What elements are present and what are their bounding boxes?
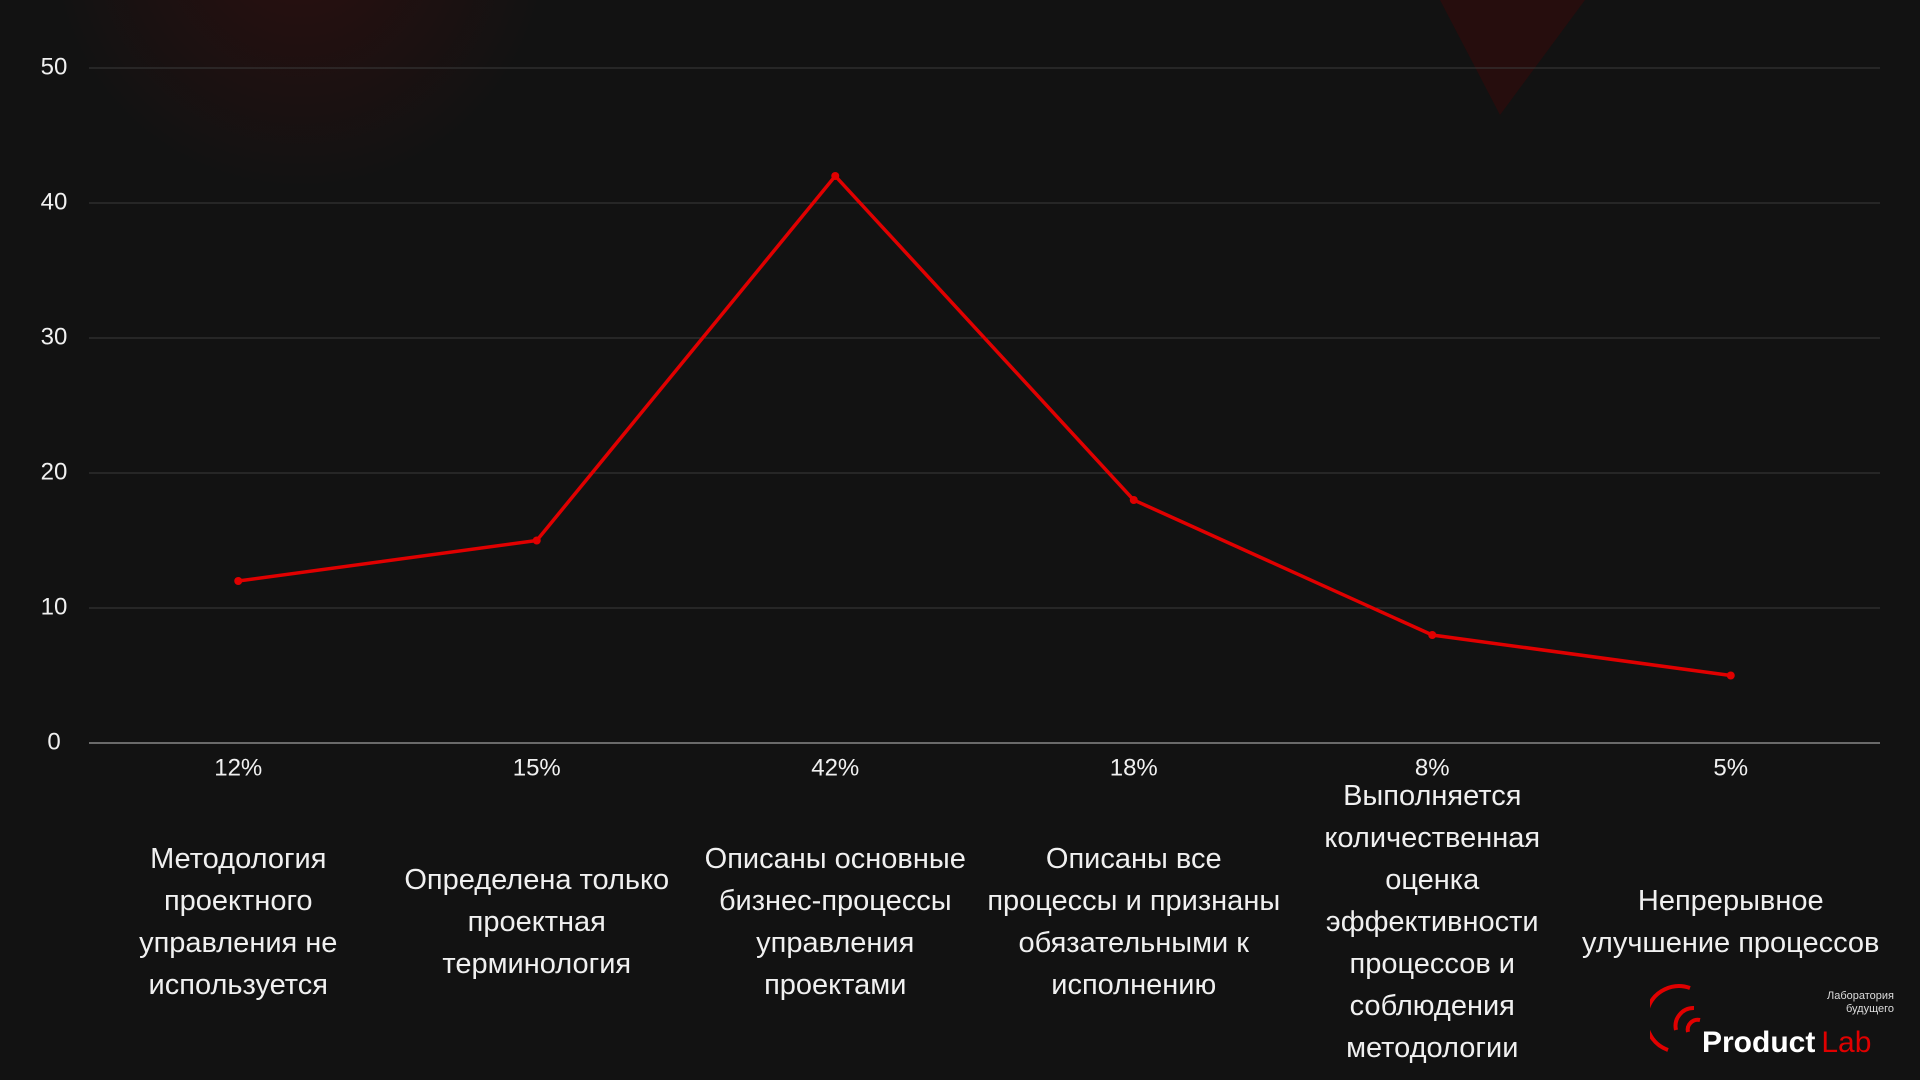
- decoration: [57, 0, 543, 190]
- category-description: Определена только проектная терминология: [404, 864, 670, 980]
- brand: Product: [1702, 1026, 1816, 1059]
- y-tick-label: 10: [41, 593, 68, 620]
- x-tick-label: 18%: [1110, 754, 1158, 781]
- point: [1726, 671, 1735, 680]
- category-description: Описаны все процессы и признаны обязател…: [987, 843, 1281, 1001]
- y-tick-label: 20: [41, 458, 68, 485]
- line: [238, 173, 1731, 678]
- logo-brand: Product Lab: [1702, 1026, 1871, 1060]
- category-description: Непрерывное улучшение процессов: [1582, 885, 1880, 959]
- x-tick-label: 5%: [1713, 754, 1748, 781]
- decoration: [1440, 0, 1585, 115]
- category-description: Выполняется количественная оценка эффект…: [1324, 780, 1541, 1064]
- logo: Лаборатория будущего Product Lab: [1650, 980, 1900, 1060]
- point: [532, 536, 541, 545]
- point: [1428, 631, 1437, 639]
- y-tick-label: 40: [41, 188, 68, 215]
- x-tick-label: 42%: [811, 754, 859, 781]
- category-description: Описаны основные бизнес-процессы управле…: [704, 843, 966, 1001]
- point: [831, 172, 840, 180]
- y-tick-label: 30: [41, 323, 68, 350]
- logo-tagline: Лаборатория будущего: [1827, 990, 1894, 1015]
- point: [234, 577, 243, 585]
- x-tick-label: 8%: [1415, 754, 1450, 781]
- point: [1129, 496, 1138, 504]
- logo-icon: [1650, 984, 1701, 1052]
- x-tick-label: 15%: [513, 754, 561, 781]
- x-tick-label: 12%: [214, 754, 262, 781]
- y-tick-label: 50: [41, 53, 68, 80]
- category-description: Методология проектного управления не исп…: [139, 843, 338, 1001]
- brand-accent: Lab: [1821, 1026, 1872, 1059]
- y-tick-label: 0: [47, 728, 60, 755]
